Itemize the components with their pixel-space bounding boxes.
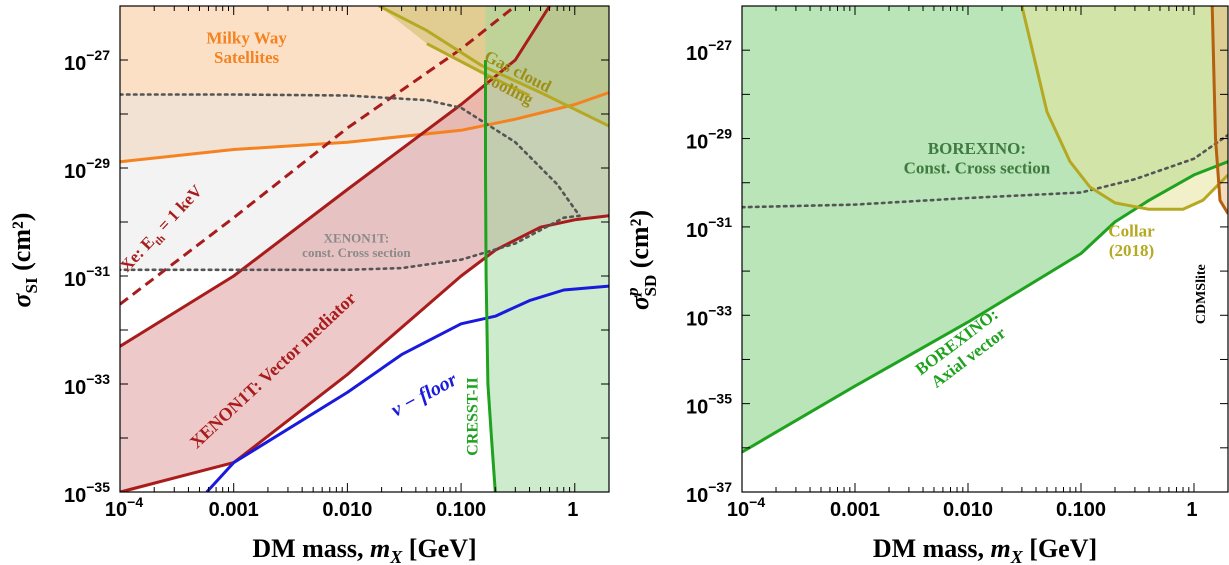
svg-text:XENON1T:const. Cross section: XENON1T: const. Cross section	[302, 230, 411, 260]
y-tick-label: 10−29	[686, 126, 732, 154]
x-tick-label: 1	[567, 499, 578, 521]
x-axis-label: DM mass, mX [GeV]	[252, 534, 476, 565]
x-tick-label: 0.010	[322, 499, 372, 521]
region-1	[1021, 6, 1228, 210]
xenon1t-const-label: XENON1T: const. Cross section	[302, 230, 411, 260]
y-tick-label: 10−29	[64, 155, 110, 183]
collar-label: Collar (2018)	[1108, 222, 1155, 261]
svg-text:σSI (cm²): σSI (cm²)	[7, 213, 41, 308]
y-tick-label: 10−27	[686, 37, 732, 65]
x-tick-label: 0.100	[436, 499, 486, 521]
region-1	[120, 94, 580, 270]
x-tick-label: 0.010	[943, 499, 993, 521]
borexino-const-label: BOREXINO: Const. Cross section	[904, 139, 1051, 178]
x-tick-label: 1	[1186, 499, 1197, 521]
sd-cross-section-panel: 10−4 0.001 0.010 0.100 1 10−37 10−35 10−33 10−31…	[623, 5, 1229, 565]
series-line-4	[120, 93, 581, 272]
x-tick-label: 10−4	[727, 494, 765, 521]
series-line-1	[742, 133, 1228, 209]
plot-area	[742, 6, 1228, 454]
x-tick-label: 10−4	[105, 494, 143, 521]
y-tick-label: 10−35	[686, 391, 732, 419]
y-axis-label: σpSD (cm²)	[623, 210, 660, 310]
cdmslite-label: CDMSlite	[1194, 264, 1209, 324]
x-tick-label: 0.100	[1056, 499, 1106, 521]
series-line-2	[120, 214, 609, 492]
series-line-3	[120, 6, 517, 306]
svg-text:CRESST-II: CRESST-II	[465, 377, 482, 456]
svg-text:Collar(2018): Collar (2018)	[1108, 222, 1155, 261]
si-cross-section-panel: 10−4 0.001 0.010 0.100 1 10−35 10−33 10−31 10−29…	[7, 5, 610, 565]
series-line-7	[205, 284, 609, 492]
series-line-1	[120, 6, 551, 348]
y-tick-label: 10−35	[64, 479, 110, 507]
y-tick-label: 10−37	[686, 479, 732, 507]
cresst-label: CRESST-II	[465, 377, 482, 456]
plot-area	[120, 6, 609, 492]
y-tick-label: 10−31	[686, 214, 732, 242]
series-line-0	[120, 91, 609, 164]
svg-text:BOREXINO:Const. Cross section: BOREXINO: Const. Cross section	[904, 139, 1051, 178]
series-line-2	[1020, 6, 1228, 211]
y-tick-label: 10−33	[64, 371, 110, 399]
series-line-3	[1210, 6, 1228, 215]
series-line-5	[378, 6, 609, 128]
plot-frame	[741, 5, 1229, 493]
x-axis-label: DM mass, mX [GeV]	[873, 534, 1097, 565]
y-axis-label: σSI (cm²)	[7, 213, 41, 308]
x-tick-label: 0.001	[209, 499, 259, 521]
y-tick-label: 10−31	[64, 263, 110, 291]
x-tick-label: 0.001	[830, 499, 880, 521]
milky-way-label: Milky Way Satellites	[206, 29, 287, 68]
svg-text:σpSD (cm²): σpSD (cm²)	[623, 210, 660, 310]
y-tick-label: 10−33	[686, 302, 732, 330]
series-line-6	[426, 42, 531, 97]
nu-floor-label: ν − floor	[388, 369, 461, 422]
region-4	[485, 6, 609, 492]
plot-frame	[119, 5, 610, 493]
series-line-8	[484, 60, 497, 492]
series-line-0	[742, 160, 1228, 454]
svg-text:ν − floor: ν − floor	[388, 369, 461, 422]
svg-text:CDMSlite: CDMSlite	[1194, 264, 1209, 324]
y-tick-label: 10−27	[64, 47, 110, 75]
